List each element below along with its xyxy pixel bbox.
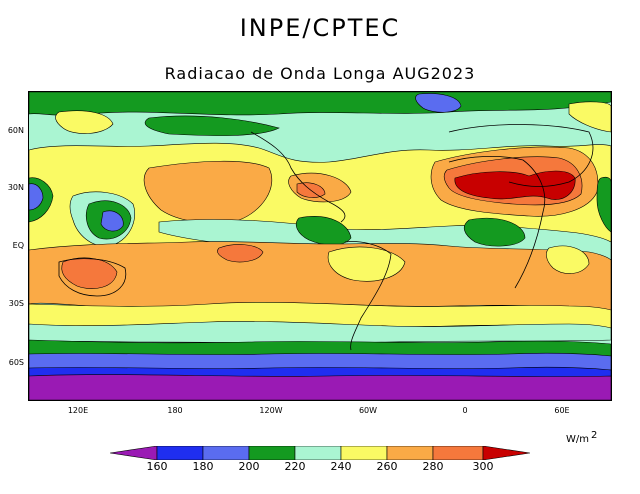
contour-sahara-max xyxy=(454,170,576,200)
colorbar-tick-200: 200 xyxy=(238,460,260,473)
colorbar-tick-160: 160 xyxy=(146,460,168,473)
contour-north-pacific-green xyxy=(144,115,280,136)
lon-label-180: 180 xyxy=(167,406,183,415)
outline-eurasia xyxy=(448,124,594,187)
contour-south-green xyxy=(29,339,611,357)
colorbar-segment-160-180 xyxy=(156,446,204,460)
olr-map xyxy=(28,91,612,401)
lon-label-120e: 120E xyxy=(67,406,89,415)
colorbar-unit-text: W/m xyxy=(566,434,589,445)
outline-south-america xyxy=(344,241,392,351)
colorbar-segment-220-240 xyxy=(294,446,342,460)
colorbar-segment-260-280 xyxy=(386,446,434,460)
lon-label-60e: 60E xyxy=(554,406,570,415)
colorbar-segment-280-300 xyxy=(432,446,484,460)
colorbar-segment-gt-300 xyxy=(482,446,530,460)
contour-south-pacific-red xyxy=(217,244,264,263)
contour-south-orange xyxy=(29,241,611,313)
colorbar-tick-180: 180 xyxy=(192,460,214,473)
colorbar-tick-260: 260 xyxy=(376,460,398,473)
lon-label-60w: 60W xyxy=(358,406,378,415)
contour-west-africa-green xyxy=(463,217,526,247)
contour-greenland-blue xyxy=(415,93,462,113)
lon-label-120w: 120W xyxy=(259,406,283,415)
contour-south-lightblue xyxy=(29,352,611,371)
contour-sea-blue xyxy=(29,183,44,211)
lat-label-30s: 30S xyxy=(8,299,24,308)
continent-outlines xyxy=(58,124,594,351)
lon-label-0: 0 xyxy=(462,406,468,415)
colorbar-segment-200-220 xyxy=(248,446,296,460)
outline-australia xyxy=(58,258,127,297)
colorbar xyxy=(110,446,530,460)
outline-north-america xyxy=(250,131,346,223)
lat-label-60s: 60S xyxy=(8,358,24,367)
colorbar-unit-power: 2 xyxy=(591,430,598,441)
lat-label-60n: 60N xyxy=(7,126,24,135)
colorbar-tick-280: 280 xyxy=(422,460,444,473)
olr-map-canvas xyxy=(29,92,611,400)
map-subtitle: Radiacao de Onda Longa AUG2023 xyxy=(164,64,476,83)
page-title: INPE/CPTEC xyxy=(239,14,401,42)
colorbar-tick-300: 300 xyxy=(472,460,494,473)
lat-label-eq: EQ xyxy=(12,241,24,250)
contour-indian-ocean-yellow xyxy=(546,245,590,274)
lat-label-30n: 30N xyxy=(7,183,24,192)
colorbar-segment-240-260 xyxy=(340,446,388,460)
colorbar-tick-220: 220 xyxy=(284,460,306,473)
contour-west-pacific-blue xyxy=(100,210,124,232)
contour-east-siberia-yellow xyxy=(568,101,611,133)
colorbar-segment-lt-160 xyxy=(110,446,158,460)
colorbar-tick-240: 240 xyxy=(330,460,352,473)
colorbar-segment-180-200 xyxy=(202,446,250,460)
contour-india-green xyxy=(596,176,611,233)
contour-south-cyan xyxy=(29,321,611,344)
contour-siberia-yellow xyxy=(55,110,114,134)
colorbar-unit: W/m 2 xyxy=(566,430,597,445)
contour-north-pacific-orange xyxy=(143,160,273,224)
contour-antarctic-purple xyxy=(29,374,611,400)
